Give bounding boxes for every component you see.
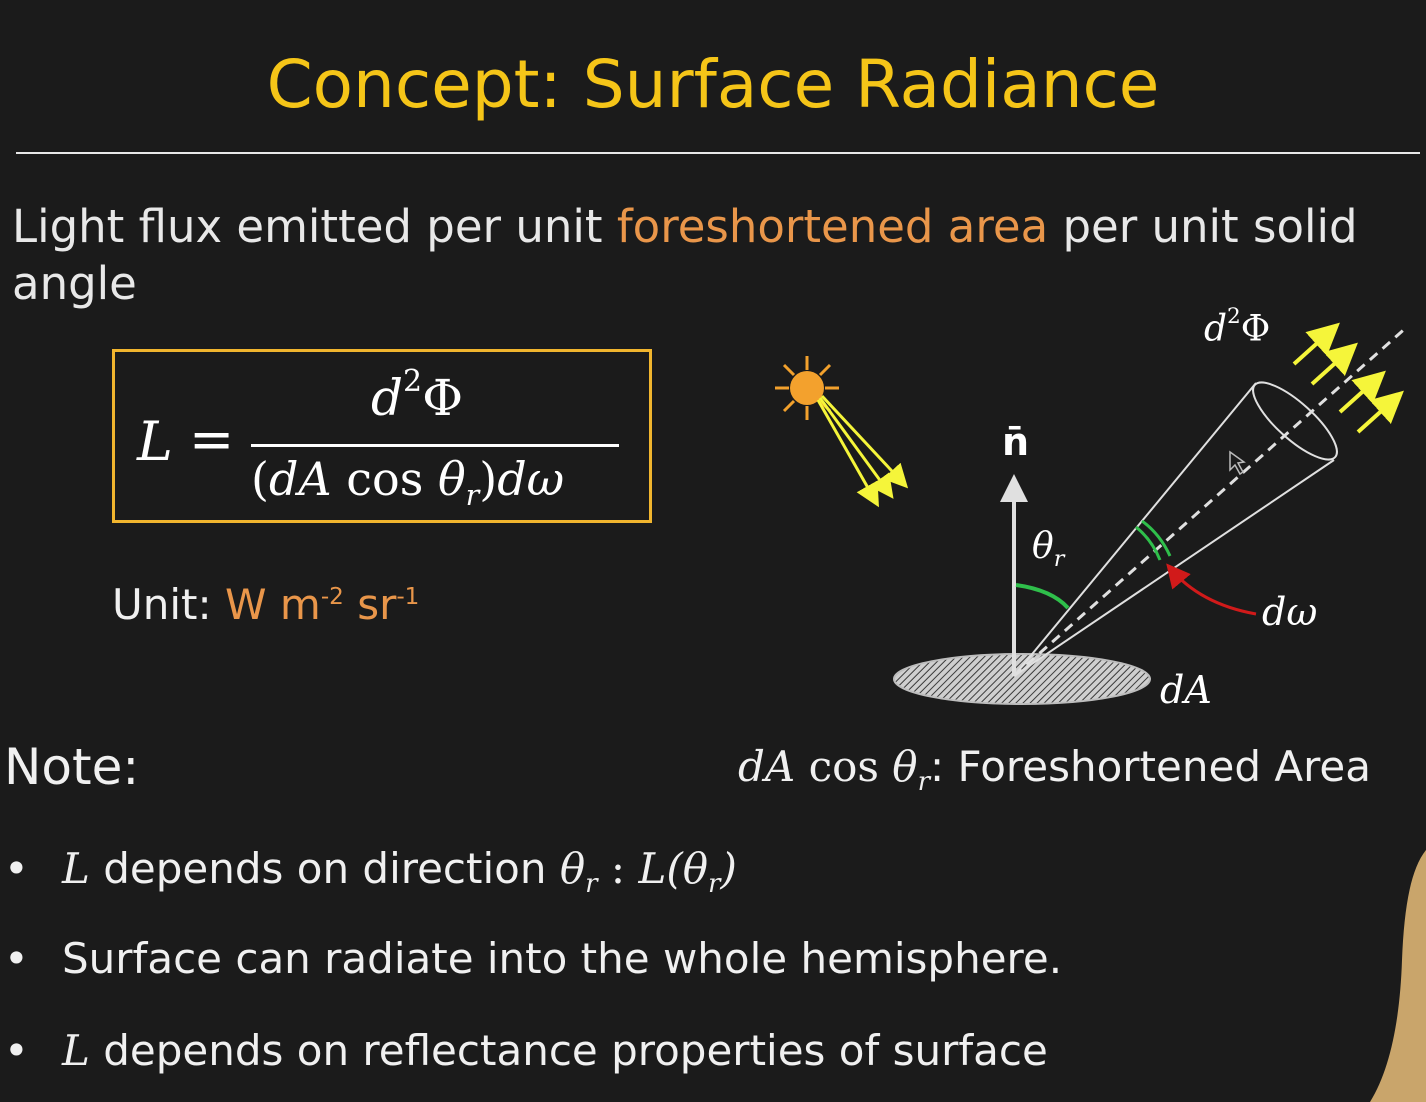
bullet-hemisphere: • Surface can radiate into the whole hemi…	[4, 934, 1062, 983]
fore-text: : Foreshortened Area	[930, 742, 1371, 791]
bullet-dot: •	[4, 844, 29, 893]
bullet-text: depends on reflectance properties of sur…	[89, 1026, 1048, 1075]
bullet-dot: •	[4, 934, 29, 983]
den-close: )	[479, 452, 498, 506]
title-divider	[16, 152, 1420, 154]
bullet-theta-expr: θr : L(θr)	[559, 844, 737, 899]
slide-title: Concept: Surface Radiance	[266, 46, 1160, 123]
domega-arcs	[1135, 519, 1172, 561]
flux-label: d2Φ	[1204, 304, 1270, 349]
fraction-bar	[251, 444, 619, 447]
den-open: (	[251, 452, 269, 506]
den-cos: cos	[331, 452, 438, 506]
bullet-direction: • L depends on direction θr : L(θr)	[4, 844, 737, 899]
unit-w-m: W m	[225, 580, 321, 629]
numerator-d: d	[371, 369, 404, 427]
emission-direction	[1013, 324, 1409, 678]
radiance-formula: L = d2Φ (dA cos θr)dω	[112, 349, 652, 523]
bullet-dot: •	[4, 1026, 29, 1075]
formula-equals: =	[189, 408, 235, 471]
bullet-reflectance: • L depends on reflectance properties of …	[4, 1026, 1048, 1075]
bullet-fn-close: )	[720, 844, 737, 893]
incident-rays	[816, 394, 909, 508]
domega-label: dω	[1262, 590, 1318, 634]
bullet-theta: θ	[559, 844, 586, 893]
fore-sub: r	[917, 767, 931, 798]
bullet-L: L	[62, 1026, 90, 1075]
bullet-text: depends on direction	[89, 844, 560, 893]
unit-exp1: -2	[320, 584, 344, 610]
intro-pre: Light flux emitted per unit	[12, 200, 617, 253]
unit-sr: sr	[343, 580, 397, 629]
fore-cos: cos	[795, 742, 893, 791]
note-heading: Note:	[4, 738, 140, 796]
bullet-sep: :	[597, 844, 639, 893]
intro-post: per unit solid angle	[12, 200, 1358, 310]
unit-value: W m-2 sr-1	[225, 580, 419, 629]
numerator-exp: 2	[403, 364, 423, 399]
bullet-L: L	[62, 844, 90, 893]
theta-arc	[1015, 583, 1070, 610]
formula-denominator: (dA cos θr)dω	[251, 452, 564, 512]
dA-label: dA	[1160, 668, 1212, 712]
flux-exp: 2	[1227, 304, 1241, 329]
domega-pointer	[1166, 563, 1257, 616]
unit-line: Unit: W m-2 sr-1	[112, 580, 419, 629]
bullet-theta-sub: r	[585, 869, 598, 900]
sun-icon	[775, 356, 839, 420]
flux-d: d	[1204, 308, 1228, 350]
bullet-text: Surface can radiate into the whole hemis…	[62, 934, 1063, 983]
bullet-fn: L(θ	[638, 844, 708, 893]
bullet-fn-sub: r	[708, 869, 721, 900]
formula-lhs: L	[137, 410, 173, 473]
mouse-cursor-icon	[1229, 450, 1246, 476]
fore-theta: θ	[892, 742, 918, 791]
foreshortened-caption: dA cos θr: Foreshortened Area	[738, 742, 1371, 797]
fore-math: dA cos θr	[738, 742, 930, 797]
intro-highlight: foreshortened area	[616, 200, 1049, 253]
flux-arrows	[1292, 322, 1404, 434]
fore-dA: dA	[738, 742, 796, 791]
normal-label: n̄	[1002, 420, 1030, 464]
flux-phi: Φ	[1240, 308, 1271, 350]
theta-symbol: θ	[1032, 526, 1054, 567]
numerator-phi: Φ	[422, 369, 464, 427]
formula-numerator: d2Φ	[371, 364, 463, 427]
theta-label: θr	[1032, 526, 1064, 572]
surface-patch	[893, 653, 1151, 705]
den-theta: θ	[437, 452, 466, 506]
normal-vector	[1000, 474, 1028, 676]
presenter-silhouette	[1370, 850, 1426, 1102]
den-sub: r	[465, 478, 480, 512]
unit-exp2: -1	[396, 584, 420, 610]
theta-sub: r	[1053, 545, 1065, 572]
den-domega: dω	[497, 452, 565, 506]
intro-text: Light flux emitted per unit foreshortene…	[12, 198, 1412, 312]
den-dA: dA	[268, 452, 332, 506]
unit-label: Unit:	[112, 580, 212, 629]
